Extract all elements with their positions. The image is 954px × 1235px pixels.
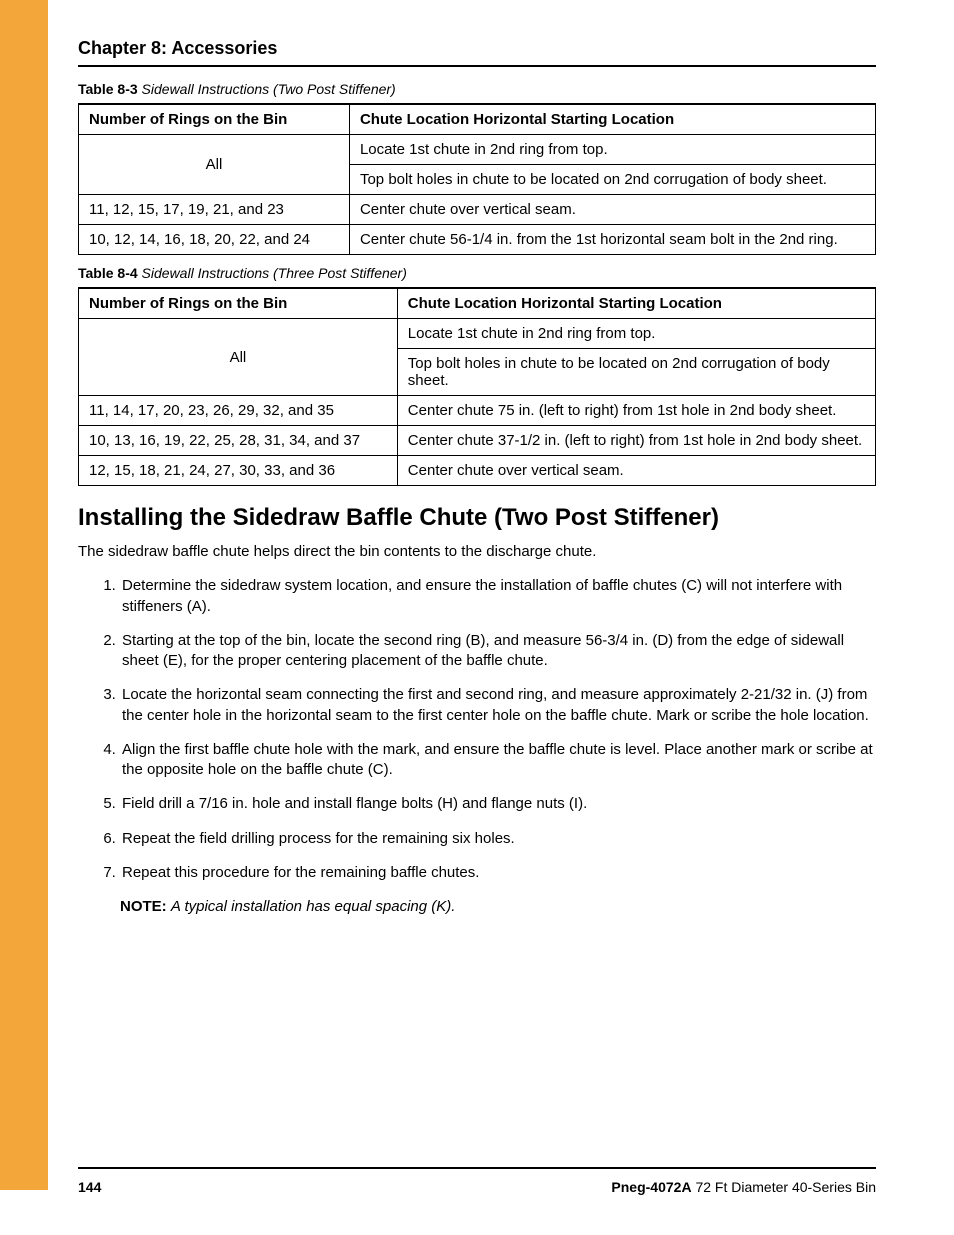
- table-cell: Locate 1st chute in 2nd ring from top.: [349, 135, 875, 165]
- table-cell: 12, 15, 18, 21, 24, 27, 30, 33, and 36: [79, 456, 398, 486]
- table-cell: 11, 14, 17, 20, 23, 26, 29, 32, and 35: [79, 396, 398, 426]
- table-8-4-label: Table 8-4: [78, 265, 138, 281]
- intro-paragraph: The sidedraw baffle chute helps direct t…: [78, 542, 876, 562]
- table-cell: 10, 12, 14, 16, 18, 20, 22, and 24: [79, 225, 350, 255]
- table-cell: Center chute 75 in. (left to right) from…: [397, 396, 875, 426]
- table-header: Chute Location Horizontal Starting Locat…: [349, 104, 875, 135]
- table-cell: Locate 1st chute in 2nd ring from top.: [397, 319, 875, 349]
- chapter-title: Chapter 8: Accessories: [78, 38, 876, 59]
- step-item: Determine the sidedraw system location, …: [120, 576, 876, 617]
- step-item: Align the first baffle chute hole with t…: [120, 740, 876, 781]
- table-8-3: Number of Rings on the Bin Chute Locatio…: [78, 103, 876, 255]
- section-heading: Installing the Sidedraw Baffle Chute (Tw…: [78, 504, 876, 532]
- table-8-3-caption: Table 8-3 Sidewall Instructions (Two Pos…: [78, 81, 876, 97]
- step-item: Repeat this procedure for the remaining …: [120, 863, 876, 883]
- table-8-4-title: Sidewall Instructions (Three Post Stiffe…: [142, 265, 407, 281]
- table-8-3-title: Sidewall Instructions (Two Post Stiffene…: [142, 81, 396, 97]
- bottom-rule: [78, 1167, 876, 1169]
- top-rule: [78, 65, 876, 67]
- steps-list: Determine the sidedraw system location, …: [102, 576, 876, 883]
- table-cell: All: [79, 135, 350, 195]
- table-header: Number of Rings on the Bin: [79, 288, 398, 319]
- note: NOTE: A typical installation has equal s…: [120, 897, 876, 917]
- table-cell: Top bolt holes in chute to be located on…: [349, 165, 875, 195]
- step-item: Starting at the top of the bin, locate t…: [120, 631, 876, 672]
- doc-code: Pneg-4072A: [611, 1179, 691, 1195]
- table-8-4-caption: Table 8-4 Sidewall Instructions (Three P…: [78, 265, 876, 281]
- table-cell: Center chute 37-1/2 in. (left to right) …: [397, 426, 875, 456]
- table-8-3-label: Table 8-3: [78, 81, 138, 97]
- page-footer: 144 Pneg-4072A 72 Ft Diameter 40-Series …: [78, 1167, 876, 1195]
- doc-title: 72 Ft Diameter 40-Series Bin: [695, 1179, 876, 1195]
- note-label: NOTE:: [120, 898, 167, 915]
- table-header: Number of Rings on the Bin: [79, 104, 350, 135]
- table-cell: Center chute 56-1/4 in. from the 1st hor…: [349, 225, 875, 255]
- left-accent-bar: [0, 0, 48, 1190]
- table-cell: Center chute over vertical seam.: [349, 195, 875, 225]
- step-item: Repeat the field drilling process for th…: [120, 829, 876, 849]
- table-cell: Center chute over vertical seam.: [397, 456, 875, 486]
- table-cell: 11, 12, 15, 17, 19, 21, and 23: [79, 195, 350, 225]
- step-item: Field drill a 7/16 in. hole and install …: [120, 794, 876, 814]
- page-number: 144: [78, 1179, 101, 1195]
- table-cell: Top bolt holes in chute to be located on…: [397, 349, 875, 396]
- table-cell: All: [79, 319, 398, 396]
- table-header: Chute Location Horizontal Starting Locat…: [397, 288, 875, 319]
- table-8-4: Number of Rings on the Bin Chute Locatio…: [78, 287, 876, 486]
- doc-id: Pneg-4072A 72 Ft Diameter 40-Series Bin: [611, 1179, 876, 1195]
- table-cell: 10, 13, 16, 19, 22, 25, 28, 31, 34, and …: [79, 426, 398, 456]
- note-text: A typical installation has equal spacing…: [171, 898, 456, 915]
- step-item: Locate the horizontal seam connecting th…: [120, 685, 876, 726]
